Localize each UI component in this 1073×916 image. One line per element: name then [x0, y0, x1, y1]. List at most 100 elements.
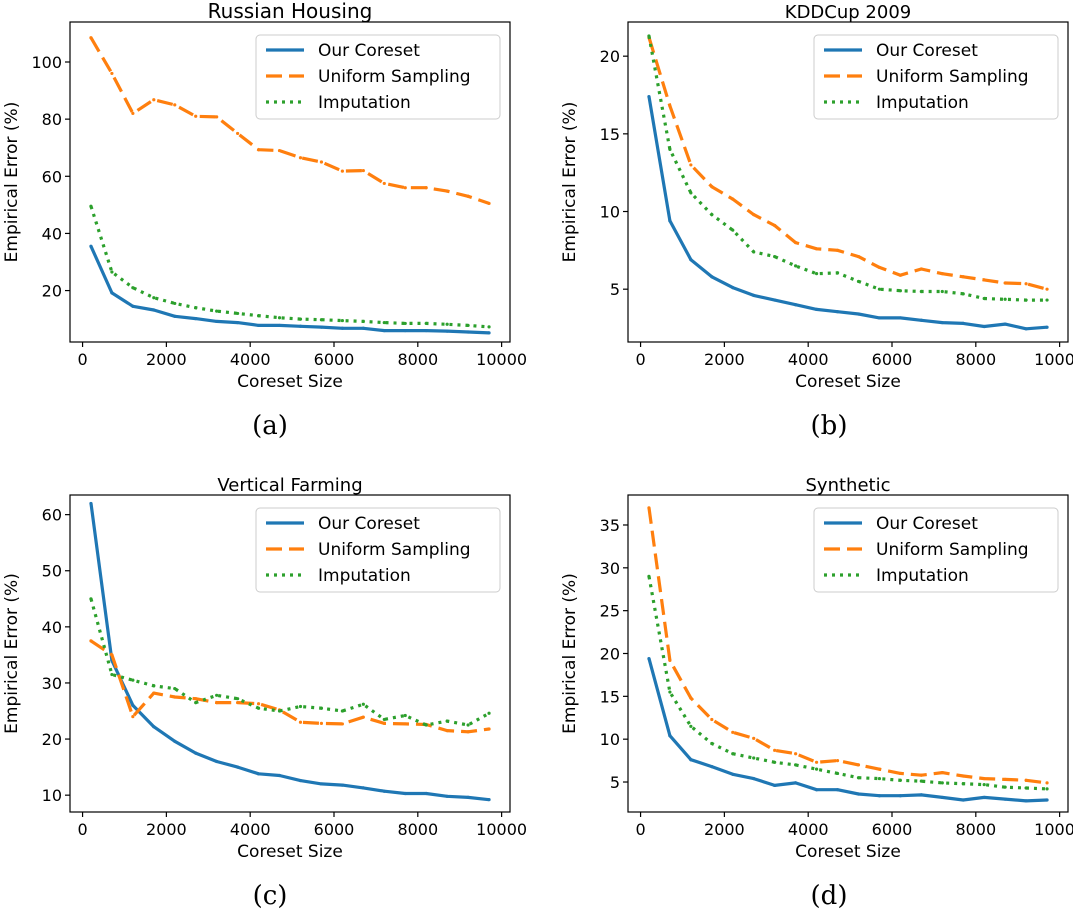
data-point [445, 189, 449, 193]
data-point [731, 730, 735, 734]
panel-caption: (b) [811, 411, 848, 441]
data-point [277, 316, 282, 320]
data-point [668, 658, 672, 662]
x-tick-label: 0 [635, 820, 645, 839]
data-point [194, 697, 198, 701]
data-point [814, 767, 819, 771]
data-point [898, 316, 902, 320]
x-tick-label: 8000 [397, 820, 438, 839]
data-point [110, 653, 114, 657]
plot-frame [627, 21, 1069, 343]
data-point [382, 721, 386, 725]
data-point [403, 328, 407, 333]
data-point [814, 247, 819, 251]
legend-label: Our Coreset [318, 41, 420, 61]
data-point [403, 713, 407, 718]
x-tick-label: 4000 [788, 350, 829, 369]
data-point [340, 783, 344, 787]
x-axis-label: Coreset Size [795, 372, 901, 392]
data-point [647, 34, 651, 38]
data-point [89, 244, 93, 248]
data-point [856, 279, 861, 284]
data-point [773, 223, 777, 228]
data-point [689, 258, 693, 262]
data-point [856, 776, 861, 780]
x-tick-label: 10000 [1034, 820, 1073, 839]
data-point [961, 275, 965, 279]
data-point [752, 776, 756, 781]
data-point [731, 197, 735, 201]
y-tick-label: 5 [610, 280, 620, 299]
data-point [1045, 787, 1049, 791]
data-point [898, 771, 902, 776]
data-point [710, 741, 714, 746]
y-tick-label: 100 [31, 53, 62, 72]
data-point [110, 291, 114, 295]
y-tick-label: 30 [42, 674, 62, 693]
data-point [236, 765, 240, 769]
data-point [298, 778, 303, 783]
data-point [877, 265, 882, 270]
data-point [898, 794, 902, 798]
data-point [152, 684, 156, 688]
data-point [961, 774, 965, 778]
data-point [424, 791, 428, 796]
y-tick-label: 30 [600, 559, 620, 578]
data-point [982, 782, 986, 787]
data-point [298, 156, 303, 160]
x-tick-label: 6000 [314, 820, 355, 839]
data-point [814, 307, 819, 311]
data-point [173, 686, 177, 691]
data-point [940, 770, 944, 775]
y-axis-label: Empirical Error (%) [560, 573, 580, 734]
data-point [445, 729, 449, 733]
data-point [731, 772, 735, 776]
data-point [1003, 322, 1007, 326]
data-point [319, 325, 324, 329]
chart-panel-2: KDDCup 2009 0 2000 4000 6000 8000 10000 5 10 15 20… [560, 2, 1073, 441]
data-point [89, 501, 93, 506]
data-point [982, 776, 986, 781]
data-point [919, 779, 923, 783]
data-point [487, 331, 491, 335]
y-tick-label: 60 [42, 167, 62, 186]
series-line-uniform-sampling [89, 36, 490, 205]
y-tick-label: 10 [42, 786, 62, 805]
y-tick-label: 80 [42, 110, 62, 129]
data-point [773, 298, 777, 302]
data-point [1024, 799, 1028, 803]
data-point [710, 185, 714, 189]
data-point [940, 781, 944, 785]
data-point [298, 317, 303, 321]
data-point [752, 250, 756, 254]
data-point [89, 597, 93, 601]
series-line-our-coreset [89, 245, 490, 335]
y-tick-label: 15 [600, 125, 620, 144]
data-point [689, 696, 693, 700]
series-line-imputation [89, 205, 490, 329]
data-point [1024, 298, 1028, 302]
data-point [298, 720, 303, 724]
y-tick-label: 20 [42, 282, 62, 301]
data-point [215, 115, 219, 119]
data-point [215, 309, 219, 313]
data-point [710, 764, 714, 769]
legend-box [255, 507, 501, 593]
y-tick-label: 20 [600, 645, 620, 664]
data-point [835, 788, 840, 792]
data-point [794, 781, 798, 785]
data-point [668, 147, 672, 151]
panel-caption: (d) [811, 881, 848, 911]
y-tick-label: 40 [42, 224, 62, 243]
data-point [1045, 298, 1049, 302]
chart-panel-4: Synthetic 0 2000 4000 6000 8000 10000 5 10 15 20 25… [560, 475, 1073, 911]
x-tick-label: 2000 [704, 820, 745, 839]
data-point [647, 657, 651, 661]
data-point [152, 725, 156, 729]
data-point [236, 697, 240, 701]
y-axis-label: Empirical Error (%) [2, 573, 22, 734]
data-point [689, 163, 693, 167]
data-point [131, 678, 135, 682]
data-point [445, 329, 449, 333]
